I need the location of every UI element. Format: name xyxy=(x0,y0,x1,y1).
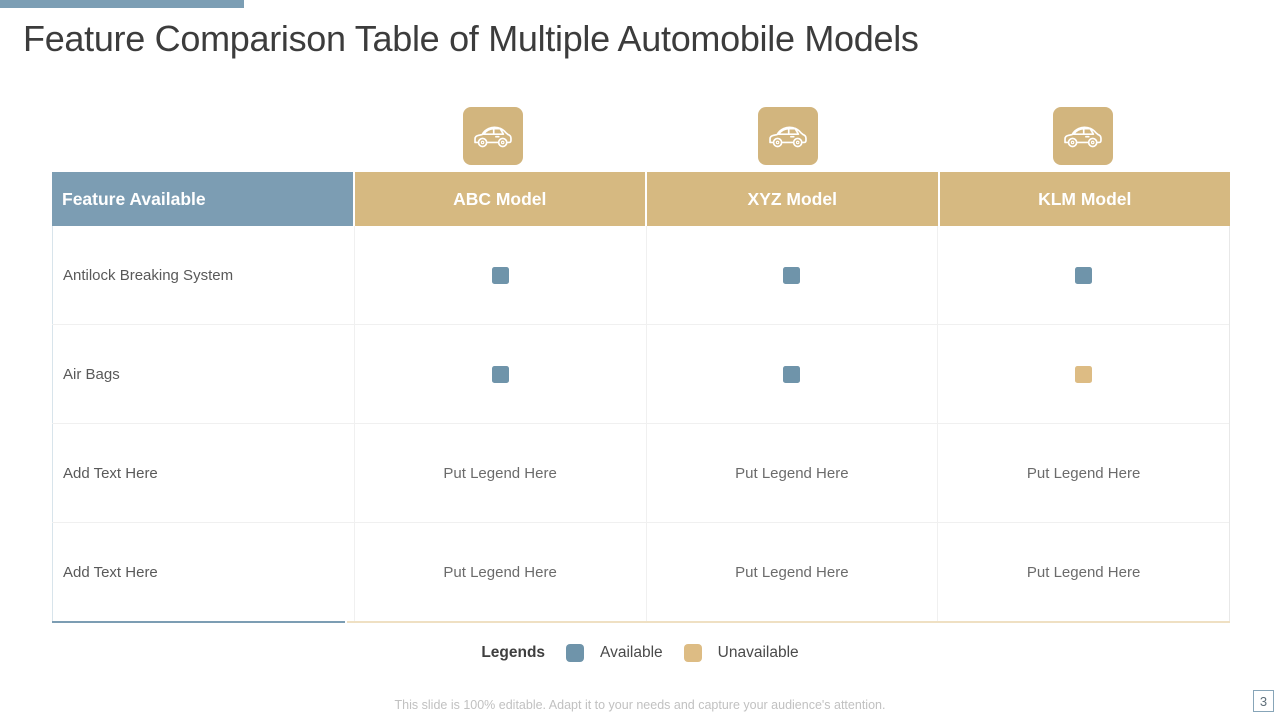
status-cell xyxy=(647,325,939,423)
model-icon-cell xyxy=(640,107,935,165)
available-swatch xyxy=(491,365,509,383)
table-body: Antilock Breaking System Air Bags Add Te… xyxy=(52,226,1230,621)
feature-label-cell[interactable]: Add Text Here xyxy=(52,523,355,621)
available-swatch xyxy=(491,266,509,284)
status-cell xyxy=(938,325,1229,423)
table-bottom-border-tan xyxy=(347,621,1230,623)
legend-item-label: Unavailable xyxy=(717,644,799,661)
legend-title: Legends xyxy=(481,644,546,661)
car-icon xyxy=(1052,107,1113,165)
available-swatch xyxy=(783,266,801,284)
table-row: Air Bags xyxy=(52,325,1229,424)
feature-label-cell: Antilock Breaking System xyxy=(52,226,355,324)
table-bottom-border-blue xyxy=(52,621,345,623)
status-cell xyxy=(938,226,1229,324)
available-legend-swatch xyxy=(566,644,585,662)
legend-item: Available xyxy=(566,644,663,662)
legend-placeholder-cell[interactable]: Put Legend Here xyxy=(1026,464,1141,482)
available-swatch xyxy=(783,365,801,383)
model-icon-cell xyxy=(345,107,640,165)
legend-placeholder-cell[interactable]: Put Legend Here xyxy=(647,424,939,522)
model-column-header-1: ABC Model xyxy=(354,172,645,226)
table-bottom-border xyxy=(52,621,1230,623)
feature-column-header: Feature Available xyxy=(52,172,353,226)
footer-note: This slide is 100% editable. Adapt it to… xyxy=(394,698,886,712)
page-number: 3 xyxy=(1253,690,1274,712)
legend: Legends Available Unavailable xyxy=(0,644,1280,662)
legend-placeholder-cell[interactable]: Put Legend Here xyxy=(1026,563,1141,581)
unavailable-swatch xyxy=(1075,365,1093,383)
model-icons-row xyxy=(345,107,1230,165)
model-icon-cell xyxy=(935,107,1230,165)
model-column-header-2: XYZ Model xyxy=(647,172,938,226)
status-cell xyxy=(647,226,939,324)
feature-comparison-table: Feature Available ABC Model XYZ Model KL… xyxy=(52,172,1230,623)
table-row: Antilock Breaking System xyxy=(52,226,1229,325)
accent-topbar xyxy=(0,0,244,8)
legend-placeholder-cell[interactable]: Put Legend Here xyxy=(355,523,647,621)
feature-label-cell[interactable]: Add Text Here xyxy=(52,424,355,522)
status-cell xyxy=(355,226,647,324)
legend-placeholder-cell[interactable]: Put Legend Here xyxy=(355,424,647,522)
page-title: Feature Comparison Table of Multiple Aut… xyxy=(23,18,919,59)
legend-item: Unavailable xyxy=(683,644,799,662)
feature-label-cell: Air Bags xyxy=(52,325,355,423)
table-row: Add Text Here Put Legend Here Put Legend … xyxy=(52,523,1229,621)
legend-item-label: Available xyxy=(600,644,663,661)
car-icon xyxy=(462,107,523,165)
status-cell xyxy=(355,325,647,423)
model-column-header-3: KLM Model xyxy=(939,172,1230,226)
table-header-row: Feature Available ABC Model XYZ Model KL… xyxy=(52,172,1230,226)
unavailable-legend-swatch xyxy=(683,644,702,662)
table-row: Add Text Here Put Legend Here Put Legend … xyxy=(52,424,1229,523)
available-swatch xyxy=(1075,266,1093,284)
car-icon xyxy=(757,107,818,165)
legend-placeholder-cell[interactable]: Put Legend Here xyxy=(647,523,939,621)
